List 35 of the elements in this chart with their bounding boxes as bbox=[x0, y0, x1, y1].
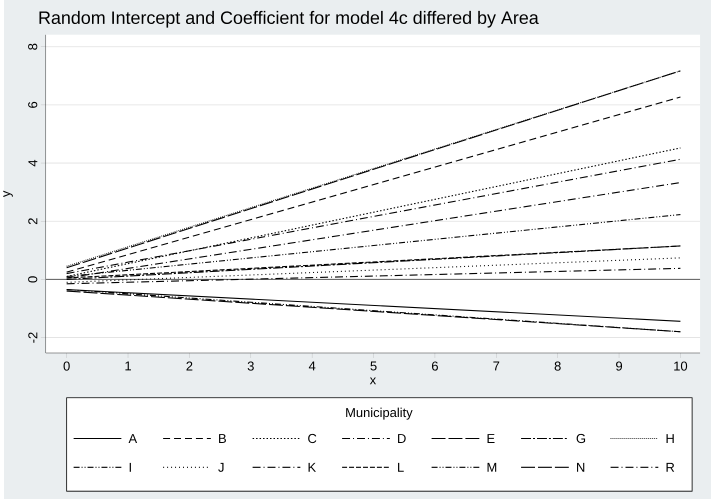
y-axis-title: y bbox=[3, 190, 13, 198]
x-tick-label: 0 bbox=[64, 361, 70, 371]
legend-label: K bbox=[308, 462, 316, 472]
y-tick-label: -2 bbox=[28, 332, 38, 343]
chart-title: Random Intercept and Coefficient for model 4c differed by Area bbox=[39, 10, 539, 28]
x-tick-label: 4 bbox=[308, 361, 316, 370]
x-tick-label: 6 bbox=[432, 361, 438, 371]
x-axis-title: x bbox=[370, 377, 376, 384]
legend-label: B bbox=[219, 434, 226, 443]
x-tick-label: 8 bbox=[554, 361, 561, 371]
legend-label: L bbox=[398, 462, 404, 472]
x-tick-label: 5 bbox=[370, 361, 377, 370]
legend-label: N bbox=[577, 462, 584, 472]
legend-label: D bbox=[398, 434, 406, 443]
y-tick-label: 8 bbox=[28, 44, 38, 50]
legend-label: C bbox=[308, 434, 316, 444]
y-tick-label: 0 bbox=[28, 276, 38, 282]
x-tick-label: 9 bbox=[616, 361, 622, 371]
y-tick-label: 6 bbox=[28, 102, 38, 108]
y-tick-label: 2 bbox=[28, 218, 38, 224]
legend-label: H bbox=[666, 434, 674, 443]
x-tick-label: 10 bbox=[674, 361, 688, 371]
legend-label: J bbox=[218, 462, 224, 472]
legend-label: E bbox=[488, 434, 495, 443]
legend-label: M bbox=[488, 462, 496, 472]
x-tick-label: 3 bbox=[248, 361, 254, 371]
y-tick-label: 4 bbox=[28, 160, 38, 166]
legend-title: Municipality bbox=[346, 408, 413, 420]
legend-label: A bbox=[128, 434, 138, 443]
legend-label: R bbox=[666, 462, 674, 472]
x-tick-label: 1 bbox=[125, 361, 131, 370]
x-tick-label: 2 bbox=[186, 361, 192, 370]
legend-label: I bbox=[130, 462, 131, 472]
legend-label: G bbox=[576, 434, 586, 444]
x-tick-label: 7 bbox=[493, 361, 500, 370]
